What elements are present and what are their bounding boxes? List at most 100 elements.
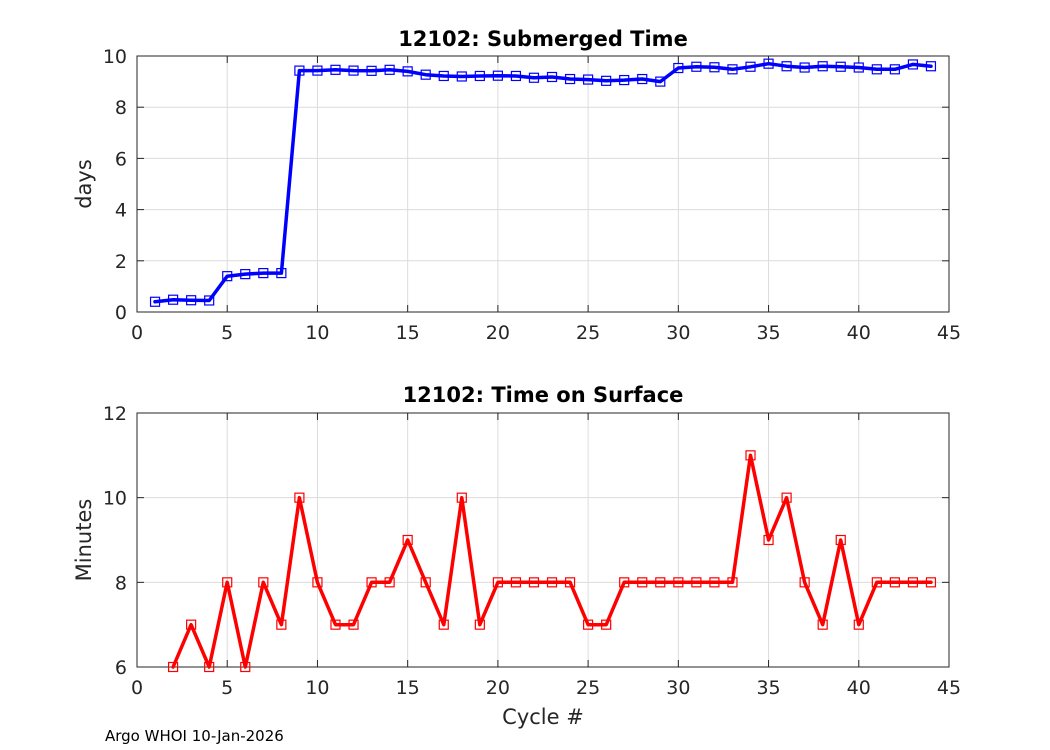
x-tick-label: 0 [131, 322, 143, 344]
series-line [153, 61, 933, 304]
data-point-marker [204, 661, 215, 673]
data-point-marker [420, 69, 431, 80]
x-tick-label: 35 [756, 322, 780, 344]
data-point-marker [817, 61, 828, 72]
data-point-marker [384, 577, 395, 588]
data-point-marker [637, 577, 648, 588]
data-point-marker [709, 62, 720, 73]
x-tick-label: 45 [937, 677, 961, 699]
data-point-marker [691, 61, 702, 72]
x-tick-label: 20 [486, 677, 510, 699]
y-tick-label: 2 [115, 251, 127, 273]
data-point-marker [889, 577, 900, 588]
data-point-marker [402, 534, 413, 546]
data-point-marker [420, 577, 431, 588]
data-point-marker [637, 73, 648, 85]
footer-credit: Argo WHOI 10-Jan-2026 [105, 727, 284, 745]
data-point-marker [312, 577, 323, 588]
data-point-marker [709, 577, 720, 588]
x-axis-label: Cycle # [502, 705, 584, 729]
data-point-marker [583, 74, 594, 85]
x-tick-label: 35 [756, 677, 780, 699]
x-tick-label: 20 [486, 322, 510, 344]
x-tick-label: 30 [666, 322, 690, 344]
data-point-marker [925, 577, 937, 588]
data-point-marker [907, 59, 919, 70]
data-point-marker [438, 619, 449, 630]
data-point-marker [348, 65, 359, 76]
data-point-marker [492, 70, 503, 81]
data-point-marker [727, 64, 738, 75]
data-point-marker [222, 577, 233, 588]
data-point-marker [817, 619, 828, 630]
series-line [171, 453, 933, 669]
data-point-marker [871, 64, 882, 75]
x-tick-label: 40 [847, 677, 871, 699]
data-point-marker [871, 577, 882, 588]
y-axis-label: Minutes [72, 499, 96, 582]
data-point-marker [853, 62, 864, 73]
y-tick-label: 10 [103, 488, 127, 510]
plot-area [137, 56, 949, 312]
x-tick-label: 5 [221, 322, 233, 344]
data-point-marker [619, 74, 630, 86]
x-tick-label: 5 [221, 677, 233, 699]
data-point-marker [835, 534, 846, 546]
x-tick-label: 45 [937, 322, 961, 344]
chart-title: 12102: Time on Surface [403, 383, 684, 407]
data-point-marker [456, 71, 467, 82]
data-point-marker [853, 619, 864, 630]
data-point-marker [763, 58, 774, 69]
data-point-marker [222, 271, 233, 282]
data-point-marker [167, 294, 179, 305]
data-point-marker [149, 296, 161, 307]
x-tick-label: 0 [131, 677, 143, 699]
data-point-marker [655, 76, 666, 87]
x-tick-label: 15 [396, 677, 420, 699]
data-point-marker [673, 577, 684, 588]
submerged-time-chart: 0 5 10 15 20 25 30 35 40 45 0 2 4 6 8 10 12102: Submerge… [72, 27, 961, 344]
data-point-marker [781, 492, 792, 503]
data-point-marker [366, 65, 377, 76]
data-point-marker [240, 269, 251, 280]
y-tick-label: 6 [115, 657, 127, 679]
data-point-marker [673, 62, 684, 74]
data-point-marker [727, 577, 738, 588]
data-point-marker [601, 619, 612, 630]
data-point-marker [510, 70, 522, 82]
data-point-marker [691, 577, 702, 588]
data-point-marker [294, 65, 305, 76]
data-point-marker [655, 577, 666, 588]
data-point-marker [294, 492, 305, 503]
data-point-marker [312, 65, 323, 76]
data-point-marker [799, 62, 810, 73]
data-point-marker [799, 577, 810, 588]
surface-time-chart: 0 5 10 15 20 25 30 35 40 45 6 8 10 12 12102: Time on S… [72, 383, 961, 729]
data-point-marker [546, 577, 558, 588]
x-tick-label: 25 [576, 322, 600, 344]
y-tick-label: 8 [115, 97, 127, 119]
data-point-marker [204, 295, 215, 306]
data-point-marker [167, 661, 179, 673]
data-point-marker [835, 61, 846, 72]
data-point-marker [745, 61, 756, 72]
y-tick-label: 8 [115, 572, 127, 594]
data-point-marker [438, 70, 449, 82]
data-point-marker [763, 534, 774, 546]
data-point-marker [907, 577, 919, 588]
data-point-marker [510, 577, 522, 588]
data-point-marker [240, 661, 251, 673]
data-point-marker [583, 619, 594, 630]
y-tick-label: 4 [115, 200, 127, 222]
y-tick-label: 10 [103, 46, 127, 68]
data-point-marker [781, 61, 792, 72]
data-point-marker [456, 492, 467, 503]
data-point-marker [330, 64, 341, 75]
data-point-marker [528, 72, 540, 83]
data-point-marker [925, 61, 937, 72]
data-point-marker [258, 577, 269, 588]
data-point-marker [384, 64, 395, 75]
data-point-marker [366, 577, 377, 588]
data-point-marker [564, 73, 576, 85]
data-point-marker [348, 619, 359, 630]
